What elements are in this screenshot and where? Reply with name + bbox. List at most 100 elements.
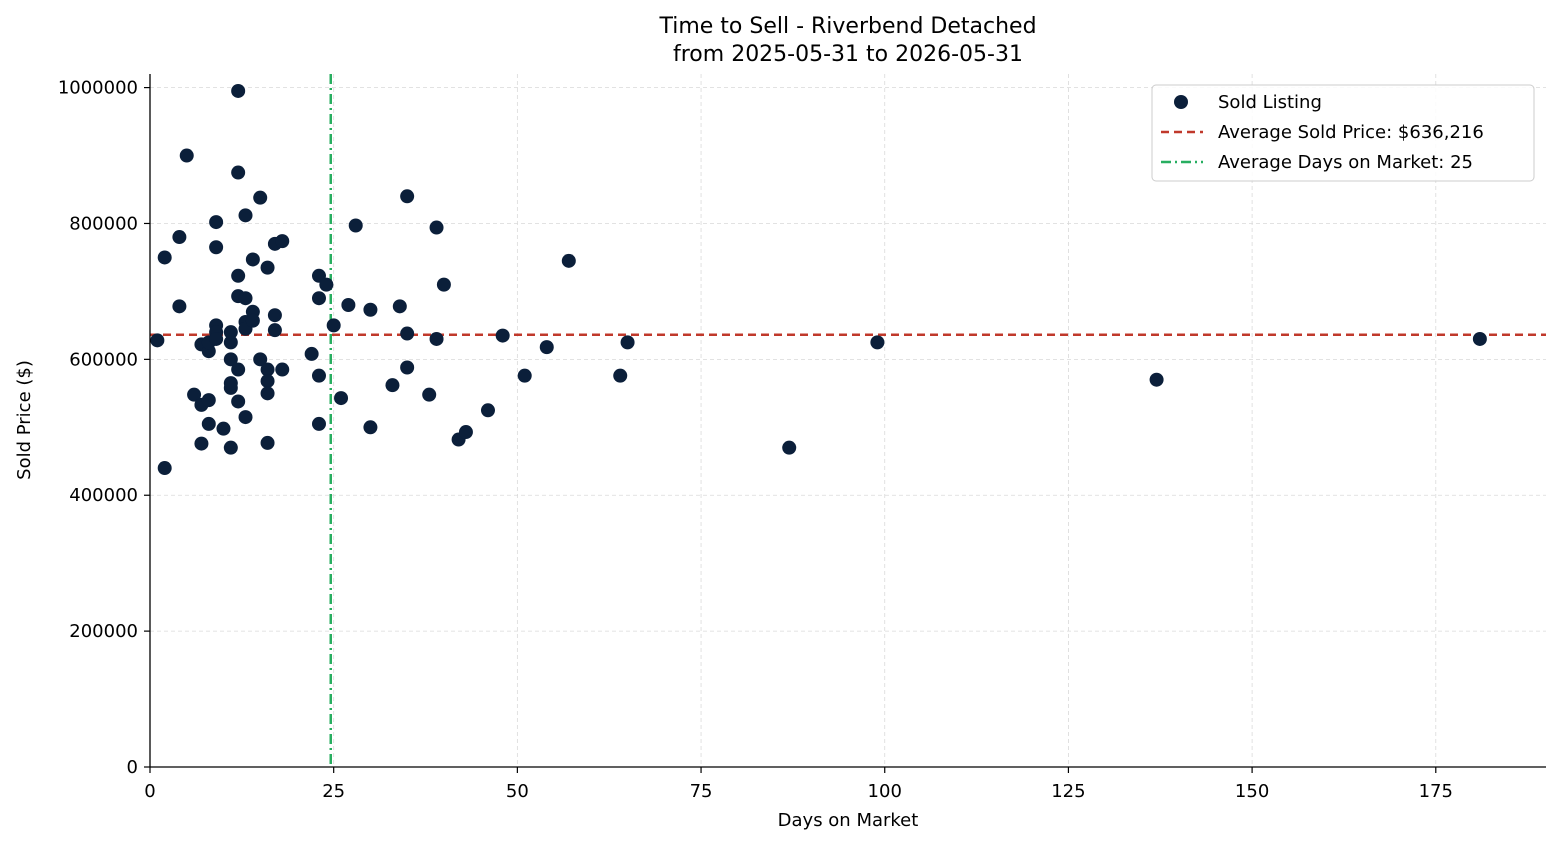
sold-listing-point — [539, 340, 554, 355]
x-tick-label: 0 — [144, 781, 155, 802]
sold-listing-point — [260, 374, 275, 389]
legend: Sold Listing Average Sold Price: $636,21… — [1151, 84, 1535, 182]
sold-listing-point — [238, 410, 253, 425]
x-tick-label: 125 — [1051, 781, 1085, 802]
chart-subtitle: from 2025-05-31 to 2026-05-31 — [673, 42, 1023, 67]
sold-listing-point — [231, 362, 246, 377]
sold-listing-point — [253, 352, 268, 367]
legend-label-avg-price: Average Sold Price: $636,216 — [1218, 122, 1484, 143]
sold-listing-point — [157, 461, 172, 476]
sold-listing-point — [260, 435, 275, 450]
sold-listing-point — [561, 253, 576, 268]
y-tick-label: 600000 — [69, 349, 138, 370]
sold-listing-point — [267, 308, 282, 323]
sold-listing-point — [311, 368, 326, 383]
sold-listing-point — [172, 230, 187, 245]
sold-listing-point — [275, 362, 290, 377]
legend-label-avg-days: Average Days on Market: 25 — [1218, 152, 1473, 173]
sold-listing-point — [458, 425, 473, 440]
sold-listing-point — [334, 391, 349, 406]
y-axis-label: Sold Price ($) — [14, 360, 35, 480]
sold-listing-point — [238, 291, 253, 306]
x-tick-label: 175 — [1419, 781, 1453, 802]
sold-listing-point — [311, 416, 326, 431]
sold-listing-point — [275, 234, 290, 249]
sold-listing-point — [348, 218, 363, 233]
sold-listing-point — [429, 220, 444, 235]
x-tick-label: 75 — [690, 781, 713, 802]
sold-listing-point — [400, 360, 415, 375]
sold-listing-point — [319, 277, 334, 292]
sold-listing-point — [231, 165, 246, 180]
sold-listing-point — [363, 302, 378, 317]
sold-listing-point — [238, 208, 253, 223]
y-axis-ticks: 0 200000 400000 600000 800000 1000000 — [58, 78, 150, 778]
sold-listing-point — [1472, 331, 1487, 346]
sold-listing-point — [341, 298, 356, 312]
y-tick-label: 1000000 — [58, 78, 138, 99]
sold-listing-point — [150, 333, 165, 348]
sold-listing-point — [245, 252, 260, 267]
sold-listing-point — [223, 325, 238, 340]
sold-listing-point — [179, 148, 194, 163]
legend-label-sold-listing: Sold Listing — [1218, 92, 1322, 113]
sold-listing-point — [231, 268, 246, 283]
x-tick-label: 50 — [506, 781, 529, 802]
sold-listing-point — [201, 416, 216, 431]
sold-listing-point — [223, 440, 238, 455]
sold-listing-point — [620, 335, 635, 350]
sold-listing-point — [267, 323, 282, 338]
x-axis-label: Days on Market — [778, 810, 919, 831]
reference-lines — [150, 74, 1546, 767]
sold-listing-point — [209, 240, 224, 255]
sold-listing-point — [363, 420, 378, 435]
sold-listing-point — [260, 386, 275, 401]
sold-listing-point — [870, 335, 885, 350]
y-tick-label: 200000 — [69, 621, 138, 642]
chart-title: Time to Sell - Riverbend Detached — [658, 14, 1036, 39]
data-points — [150, 83, 1487, 476]
sold-listing-point — [223, 352, 238, 367]
sold-listing-point — [782, 440, 797, 455]
sold-listing-point — [201, 393, 216, 408]
sold-listing-point — [253, 190, 268, 205]
sold-listing-point — [436, 277, 451, 292]
sold-listing-point — [480, 403, 495, 418]
sold-listing-point — [245, 313, 260, 328]
y-tick-label: 800000 — [69, 213, 138, 234]
sold-listing-point — [231, 83, 246, 98]
sold-listing-point — [400, 189, 415, 204]
sold-listing-point — [392, 299, 407, 314]
sold-listing-point — [260, 260, 275, 275]
sold-listing-point — [326, 318, 341, 333]
x-tick-label: 25 — [322, 781, 345, 802]
sold-listing-point — [1149, 372, 1164, 387]
sold-listing-point — [429, 331, 444, 346]
sold-listing-point — [260, 362, 275, 377]
sold-listing-point — [223, 376, 238, 391]
sold-listing-point — [209, 215, 224, 230]
sold-listing-point — [517, 368, 532, 383]
legend-marker-sold-listing — [1174, 95, 1188, 109]
x-tick-label: 150 — [1235, 781, 1269, 802]
sold-listing-point — [304, 346, 319, 361]
sold-listing-point — [231, 394, 246, 409]
y-tick-label: 400000 — [69, 485, 138, 506]
sold-listing-point — [194, 436, 209, 451]
y-tick-label: 0 — [127, 757, 138, 778]
sold-listing-point — [613, 368, 628, 383]
sold-listing-point — [187, 387, 202, 402]
sold-listing-point — [172, 299, 187, 314]
legend-box — [1151, 84, 1535, 182]
sold-listing-point — [311, 291, 326, 306]
sold-listing-point — [400, 326, 415, 341]
sold-listing-point — [385, 378, 400, 393]
sold-listing-point — [216, 421, 231, 436]
sold-listing-point — [157, 250, 172, 265]
sold-listing-point — [422, 387, 437, 402]
sold-listing-point — [223, 335, 238, 350]
x-tick-label: 100 — [868, 781, 902, 802]
sold-listing-point — [209, 331, 224, 346]
sold-listing-point — [495, 328, 510, 343]
